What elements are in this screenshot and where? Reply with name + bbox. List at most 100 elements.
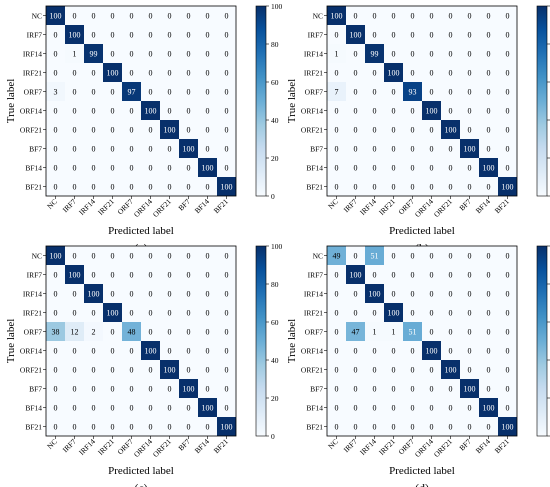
y-tick-label: NC <box>313 11 323 20</box>
cell-value-label: 0 <box>168 252 172 261</box>
cell-value-label: 0 <box>354 50 358 59</box>
matrix-cell <box>198 177 217 196</box>
cell-value-label: 0 <box>111 290 115 299</box>
cell-value-label: 0 <box>506 164 510 173</box>
cell-value-label: 0 <box>354 145 358 154</box>
matrix-cell <box>103 25 122 44</box>
matrix-cell <box>198 303 217 322</box>
matrix-cell <box>46 120 65 139</box>
colorbar-tick-label: 80 <box>271 40 279 49</box>
matrix-cell <box>346 303 365 322</box>
colorbar-tick-label: 40 <box>271 356 279 365</box>
cell-value-label: 0 <box>206 271 210 280</box>
y-tick-label: IRF14 <box>304 49 323 58</box>
confusion-matrix-panel: 100 0 0 0 0 0 0 0 0 0 0 100 0 0 0 0 0 0 0 0 0 0 100 0 0 0 0 0 0 0 0 0 0 1… <box>5 242 283 487</box>
cell-value-label: 0 <box>468 50 472 59</box>
cell-value-label: 0 <box>411 309 415 318</box>
matrix-cell <box>498 417 517 436</box>
matrix-cell <box>84 284 103 303</box>
cell-value-label: 0 <box>130 50 134 59</box>
cell-value-label: 0 <box>430 183 434 192</box>
matrix-cell <box>217 25 236 44</box>
cell-value-label: 0 <box>392 290 396 299</box>
cell-value-label: 0 <box>168 309 172 318</box>
matrix-cell <box>179 398 198 417</box>
cell-value-label: 0 <box>206 12 210 21</box>
cell-value-label: 0 <box>468 309 472 318</box>
matrix-cell <box>479 322 498 341</box>
matrix-cell <box>160 63 179 82</box>
cell-value-label: 0 <box>54 271 58 280</box>
cell-value-label: 0 <box>149 404 153 413</box>
matrix-cell <box>46 417 65 436</box>
matrix-cell <box>65 177 84 196</box>
cell-value-label: 51 <box>409 328 417 337</box>
cell-value-label: 0 <box>411 252 415 261</box>
matrix-cell <box>141 177 160 196</box>
matrix-cell <box>327 360 346 379</box>
matrix-cell <box>460 101 479 120</box>
matrix-cell <box>198 139 217 158</box>
matrix-cell <box>327 379 346 398</box>
x-tick-label: IRF21 <box>96 197 116 217</box>
x-tick-label: BF21 <box>493 437 511 455</box>
matrix-cell <box>422 246 441 265</box>
x-tick-label: ORF14 <box>132 437 154 459</box>
y-tick-label: BF14 <box>306 403 323 412</box>
matrix-cell <box>198 284 217 303</box>
cell-value-label: 0 <box>430 328 434 337</box>
cell-value-label: 0 <box>411 69 415 78</box>
matrix-cell <box>217 158 236 177</box>
cell-value-label: 0 <box>373 107 377 116</box>
matrix-cell <box>103 101 122 120</box>
cell-value-label: 0 <box>411 183 415 192</box>
cell-value-label: 51 <box>371 252 379 261</box>
matrix-cell <box>122 322 141 341</box>
x-tick-label: BF7 <box>457 197 473 213</box>
cell-value-label: 0 <box>149 271 153 280</box>
matrix-cell <box>403 158 422 177</box>
cell-value-label: 0 <box>449 423 453 432</box>
cell-value-label: 0 <box>92 183 96 192</box>
y-tick-label: BF21 <box>25 182 42 191</box>
matrix-cell <box>403 6 422 25</box>
cell-value-label: 0 <box>449 88 453 97</box>
x-axis-label: Predicted label <box>389 465 455 477</box>
matrix-cell <box>160 101 179 120</box>
cell-value-label: 0 <box>430 252 434 261</box>
matrix-cell <box>498 158 517 177</box>
matrix-cell <box>122 246 141 265</box>
matrix-cell <box>346 379 365 398</box>
cell-value-label: 0 <box>73 404 77 413</box>
cell-value-label: 0 <box>92 164 96 173</box>
cell-value-label: 0 <box>73 88 77 97</box>
cell-value-label: 0 <box>149 145 153 154</box>
y-tick-label: IRF21 <box>304 68 323 77</box>
matrix-cell <box>84 341 103 360</box>
cell-value-label: 0 <box>130 271 134 280</box>
cell-value-label: 100 <box>183 385 195 394</box>
matrix-cell <box>365 360 384 379</box>
matrix-cell <box>384 139 403 158</box>
cell-value-label: 0 <box>411 145 415 154</box>
cell-value-label: 0 <box>449 271 453 280</box>
matrix-cell <box>365 322 384 341</box>
cell-value-label: 0 <box>111 366 115 375</box>
matrix-cell <box>441 101 460 120</box>
cell-value-label: 0 <box>468 126 472 135</box>
matrix-cell <box>122 139 141 158</box>
cell-value-label: 2 <box>92 328 96 337</box>
x-tick-label: ORF14 <box>413 197 435 219</box>
matrix-cell <box>441 417 460 436</box>
matrix-cell <box>46 265 65 284</box>
cell-value-label: 0 <box>111 88 115 97</box>
y-tick-label: ORF21 <box>20 365 42 374</box>
cell-value-label: 0 <box>73 252 77 261</box>
cell-value-label: 7 <box>335 88 339 97</box>
matrix-cell <box>327 341 346 360</box>
cell-value-label: 99 <box>90 50 98 59</box>
cell-value-label: 100 <box>350 271 362 280</box>
x-tick-label: IRF14 <box>77 197 97 217</box>
cell-value-label: 100 <box>445 366 457 375</box>
matrix-cell <box>160 303 179 322</box>
